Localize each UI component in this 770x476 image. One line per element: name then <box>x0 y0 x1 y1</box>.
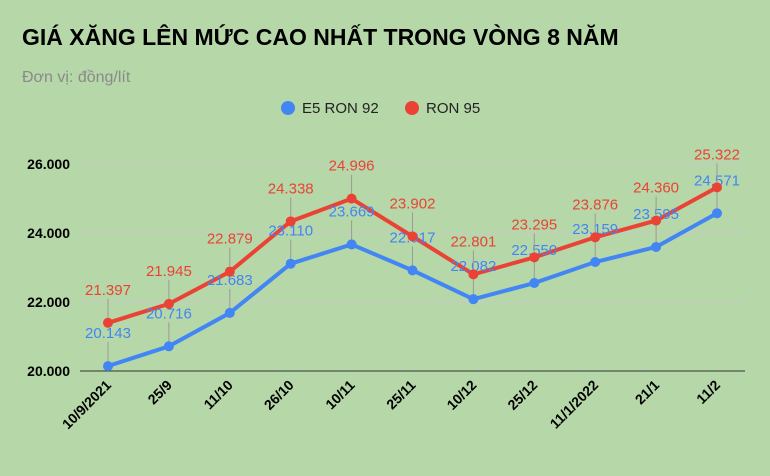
data-point <box>163 298 174 309</box>
y-tick-label: 22.000 <box>27 294 70 310</box>
legend: E5 RON 92 RON 95 <box>281 100 480 117</box>
x-tick-label: 11/1/2022 <box>547 377 602 432</box>
x-tick-label: 11/2 <box>693 377 723 407</box>
data-label: 24.360 <box>633 180 679 197</box>
data-label: 20.716 <box>146 305 192 322</box>
series-layer: 20.14320.71621.68323.11023.66922.91722.0… <box>85 146 740 372</box>
chart-title: GIÁ XĂNG LÊN MỨC CAO NHẤT TRONG VÒNG 8 N… <box>22 23 619 50</box>
data-point <box>407 231 418 242</box>
data-point <box>407 265 418 276</box>
data-point <box>651 241 662 252</box>
legend-marker <box>281 101 295 115</box>
x-tick-label: 10/12 <box>443 377 479 413</box>
data-point <box>529 252 540 263</box>
data-label: 24.996 <box>329 158 375 175</box>
data-label: 20.143 <box>85 325 131 342</box>
data-point <box>712 208 722 219</box>
legend-marker <box>405 101 419 115</box>
y-tick-label: 20.000 <box>27 363 70 379</box>
data-point <box>224 266 235 277</box>
data-point <box>163 341 174 352</box>
data-point <box>285 258 296 269</box>
data-point <box>346 193 357 204</box>
data-point <box>285 216 296 227</box>
data-label: 23.110 <box>268 223 313 240</box>
data-label: 22.879 <box>207 231 253 248</box>
data-label: 21.945 <box>146 263 192 280</box>
data-point <box>712 182 722 193</box>
x-axis: 10/9/2021 25/9 11/10 26/10 10/11 25/11 10/12 25… <box>59 377 724 433</box>
data-label: 24.338 <box>268 180 314 197</box>
data-point <box>529 278 540 289</box>
y-axis: 20.000 22.000 24.000 26.000 <box>27 156 70 379</box>
data-label: 25.322 <box>694 146 740 163</box>
data-label: 23.669 <box>329 203 375 220</box>
data-point <box>590 257 601 268</box>
data-label: 21.683 <box>207 272 253 289</box>
legend-label: E5 RON 92 <box>302 100 379 117</box>
x-tick-label: 10/9/2021 <box>59 377 115 433</box>
data-point <box>103 317 113 328</box>
data-label: 21.397 <box>85 282 131 299</box>
x-tick-label: 25/11 <box>383 377 419 413</box>
data-label: 23.902 <box>390 195 436 212</box>
data-point <box>651 215 662 226</box>
data-label: 22.801 <box>450 233 496 250</box>
legend-label: RON 95 <box>426 100 480 117</box>
data-point <box>346 239 357 250</box>
data-point <box>468 269 479 280</box>
data-point <box>590 232 601 243</box>
chart-subtitle: Đơn vị: đồng/lít <box>22 69 131 86</box>
x-tick-label: 21/1 <box>632 377 663 408</box>
data-point <box>468 294 479 305</box>
x-tick-label: 25/9 <box>144 377 175 408</box>
data-point <box>103 361 113 372</box>
x-tick-label: 25/12 <box>504 377 540 413</box>
data-label: 23.295 <box>511 216 557 233</box>
data-label: 23.876 <box>572 196 618 213</box>
x-tick-label: 26/10 <box>261 377 297 413</box>
x-tick-label: 11/10 <box>200 377 236 413</box>
data-point <box>224 307 235 318</box>
x-tick-label: 10/11 <box>322 377 358 413</box>
y-tick-label: 26.000 <box>27 156 70 172</box>
y-tick-label: 24.000 <box>27 225 70 241</box>
